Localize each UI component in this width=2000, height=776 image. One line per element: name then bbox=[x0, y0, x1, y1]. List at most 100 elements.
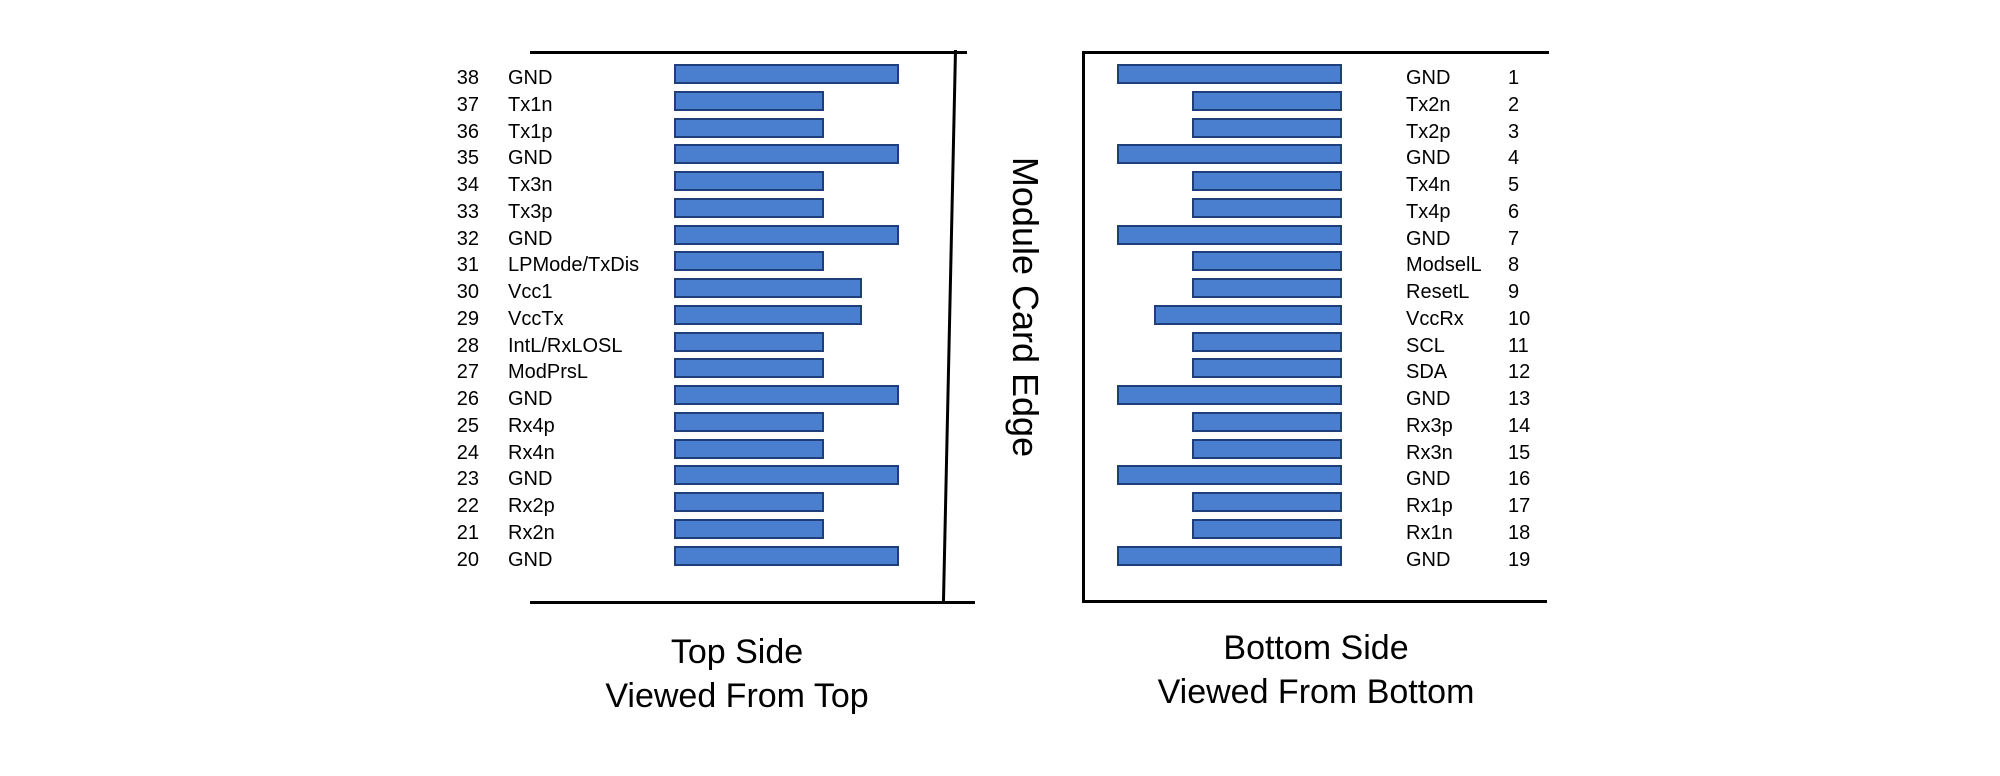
bottom_side-pin-label: ModselL bbox=[1406, 254, 1482, 277]
bottom_side-pin-label: GND bbox=[1406, 147, 1451, 170]
bottom_side-contact-pad bbox=[1192, 90, 1342, 111]
top_side-pin-label: LPMode/TxDis bbox=[508, 254, 640, 277]
top_side-pin-label: Tx1n bbox=[508, 93, 553, 116]
bottom_side-pin-row: 18 Rx1n bbox=[0, 518, 2000, 546]
bottom_side-pin-row: 3 Tx2p bbox=[0, 117, 2000, 145]
bottom_side-pin-number: 11 bbox=[1508, 334, 1529, 357]
top_side-pin-row: 38 GND bbox=[0, 64, 2000, 91]
top_side-pin-label: Rx2p bbox=[508, 495, 555, 517]
top_side-contact-pad bbox=[674, 518, 824, 539]
top_side-pin-row: 26 GND bbox=[0, 385, 2000, 412]
top_side-pin-number: 26 bbox=[456, 388, 479, 410]
bottom_side-contact-pad bbox=[1192, 438, 1342, 459]
bottom_side-pin-row: 1 GND bbox=[0, 64, 2000, 91]
top_side-pin-number: 36 bbox=[456, 120, 479, 143]
top_side-contact-pad bbox=[674, 224, 899, 245]
bottom_side-pin-row: 10 VccRx bbox=[0, 304, 2000, 332]
top_side-pin-row: 20 GND bbox=[0, 545, 2000, 573]
bottom_side-pin-row: 8 ModselL bbox=[0, 251, 2000, 278]
bottom_side-pin-label: VccRx bbox=[1406, 307, 1464, 330]
bottom-side-caption: Bottom Side Viewed From Bottom bbox=[1116, 626, 1516, 714]
bottom_side-pin-label: GND bbox=[1406, 548, 1451, 571]
bottom_side-pin-row: 11 SCL bbox=[0, 331, 2000, 359]
top_side-pin-row: 21 Rx2n bbox=[0, 518, 2000, 546]
top_side-pin-row: 34 Tx3n bbox=[0, 171, 2000, 198]
top_side-pin-label: Vcc1 bbox=[508, 281, 553, 303]
bottom_side-contact-pad bbox=[1192, 331, 1342, 352]
bottom_side-contact-pad bbox=[1117, 224, 1342, 245]
bottom_side-pin-label: GND bbox=[1406, 227, 1451, 250]
bottom_side-contact-pad bbox=[1192, 492, 1342, 512]
bottom_side-pin-row: 6 Tx4p bbox=[0, 197, 2000, 225]
top_side-pin-label: Rx4n bbox=[508, 441, 555, 464]
bottom_side-pin-row: 12 SDA bbox=[0, 358, 2000, 385]
top_side-pin-row: 29 VccTx bbox=[0, 304, 2000, 332]
bottom_side-contact-pad bbox=[1117, 64, 1342, 84]
top_side-contact-pad bbox=[674, 358, 824, 379]
top_side-contact-pad bbox=[674, 117, 824, 138]
top_side-pin-row: 30 Vcc1 bbox=[0, 278, 2000, 305]
module-card-edge-title: Module Card Edge bbox=[1005, 156, 1046, 458]
top_side-pin-label: ModPrsL bbox=[508, 361, 589, 384]
top_side-contact-pad bbox=[674, 197, 824, 218]
bottom-side-frame-bottom-edge bbox=[1082, 600, 1547, 603]
bottom_side-pin-label: Tx2p bbox=[1406, 120, 1451, 143]
bottom_side-pin-row: 15 Rx3n bbox=[0, 438, 2000, 466]
top_side-pin-label: Tx1p bbox=[508, 120, 553, 143]
bottom_side-pin-label: SCL bbox=[1406, 334, 1445, 357]
bottom_side-pin-number: 6 bbox=[1508, 200, 1520, 223]
bottom_side-pin-number: 18 bbox=[1508, 521, 1531, 544]
top_side-pin-row: 31 LPMode/TxDis bbox=[0, 251, 2000, 278]
bottom_side-pin-number: 17 bbox=[1508, 495, 1531, 517]
top_side-contact-pad bbox=[674, 304, 862, 325]
top_side-pin-row: 24 Rx4n bbox=[0, 438, 2000, 466]
bottom_side-pin-row: 7 GND bbox=[0, 224, 2000, 252]
top_side-pin-label: GND bbox=[508, 388, 553, 410]
top-side-frame-top-edge bbox=[530, 51, 967, 54]
bottom_side-pin-number: 13 bbox=[1508, 388, 1531, 410]
top_side-contact-pad bbox=[674, 492, 824, 512]
top_side-pin-number: 29 bbox=[456, 307, 479, 330]
bottom_side-pin-label: Tx4p bbox=[1406, 200, 1451, 223]
bottom_side-pin-number: 5 bbox=[1508, 174, 1520, 196]
bottom-side-caption-line1: Bottom Side bbox=[1223, 629, 1409, 667]
bottom_side-contact-pad bbox=[1192, 197, 1342, 218]
top_side-pin-label: GND bbox=[508, 227, 553, 250]
top_side-pin-number: 33 bbox=[456, 200, 479, 223]
bottom_side-pin-label: ResetL bbox=[1406, 281, 1470, 303]
top_side-pin-row: 27 ModPrsL bbox=[0, 358, 2000, 385]
bottom_side-pin-number: 15 bbox=[1508, 441, 1531, 464]
bottom_side-pin-label: Tx4n bbox=[1406, 174, 1451, 196]
bottom_side-contact-pad bbox=[1192, 251, 1342, 272]
bottom_side-contact-pad bbox=[1154, 304, 1342, 325]
bottom_side-pin-number: 8 bbox=[1508, 254, 1520, 277]
top_side-contact-pad bbox=[674, 251, 824, 272]
top_side-contact-pad bbox=[674, 90, 824, 111]
bottom_side-pin-row: 5 Tx4n bbox=[0, 171, 2000, 198]
top_side-pin-label: GND bbox=[508, 548, 553, 571]
top_side-pin-number: 30 bbox=[456, 281, 479, 303]
bottom_side-pin-row: 14 Rx3p bbox=[0, 411, 2000, 439]
bottom-side-frame-card-edge bbox=[1082, 51, 1085, 603]
bottom_side-pin-row: 16 GND bbox=[0, 465, 2000, 492]
bottom_side-contact-pad bbox=[1192, 358, 1342, 379]
top_side-pin-number: 24 bbox=[456, 441, 479, 464]
top_side-pin-row: 32 GND bbox=[0, 224, 2000, 252]
top_side-pin-row: 35 GND bbox=[0, 144, 2000, 171]
bottom_side-pin-label: Rx3n bbox=[1406, 441, 1453, 464]
top_side-contact-pad bbox=[674, 64, 899, 84]
top_side-pin-number: 34 bbox=[456, 174, 479, 196]
top_side-pin-label: VccTx bbox=[508, 307, 564, 330]
top_side-contact-pad bbox=[674, 545, 899, 566]
top_side-contact-pad bbox=[674, 385, 899, 405]
bottom_side-pin-label: Rx1n bbox=[1406, 521, 1453, 544]
top_side-pin-number: 28 bbox=[456, 334, 479, 357]
top_side-pin-number: 21 bbox=[456, 521, 479, 544]
bottom_side-pin-row: 2 Tx2n bbox=[0, 90, 2000, 118]
top_side-pin-label: Rx2n bbox=[508, 521, 555, 544]
bottom_side-pin-label: Rx3p bbox=[1406, 414, 1453, 437]
top_side-pin-number: 35 bbox=[456, 147, 479, 170]
top_side-pin-label: GND bbox=[508, 468, 553, 491]
top_side-pin-number: 20 bbox=[456, 548, 479, 571]
top_side-contact-pad bbox=[674, 171, 824, 191]
